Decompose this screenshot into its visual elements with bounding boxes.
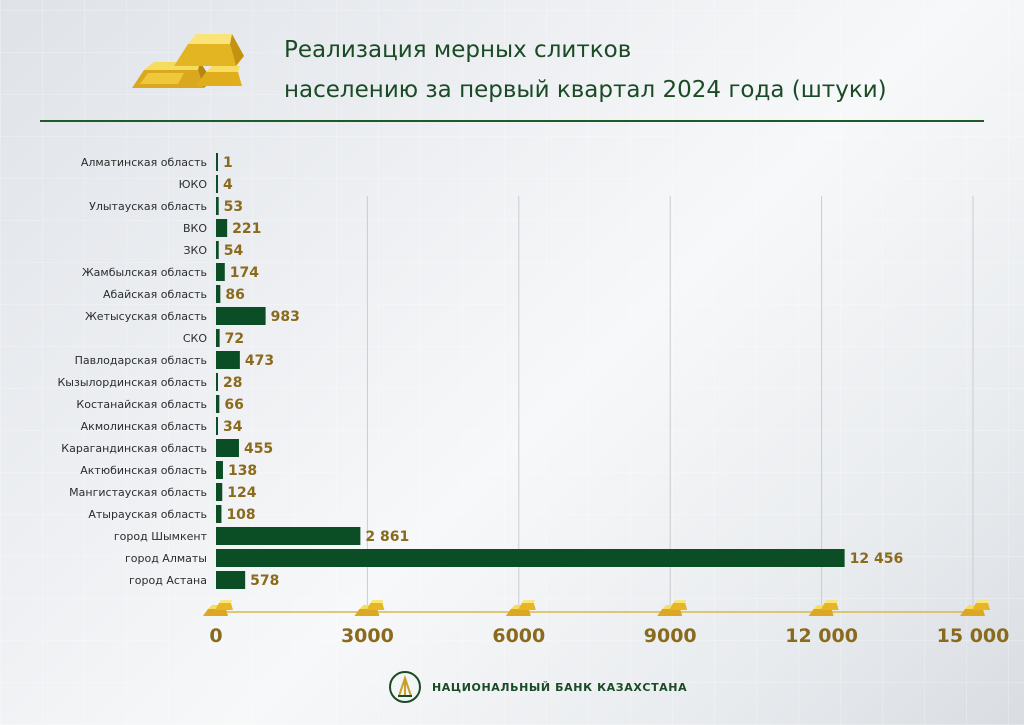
category-label: Костанайская область — [76, 398, 207, 411]
bar — [216, 241, 219, 259]
value-label: 2 861 — [365, 529, 409, 545]
gold-bars-icon — [132, 34, 244, 88]
category-label: Алматинская область — [81, 156, 207, 169]
value-label: 53 — [224, 199, 243, 215]
bar — [216, 527, 361, 545]
value-label: 473 — [245, 353, 274, 369]
value-label: 174 — [230, 265, 259, 281]
value-label: 66 — [224, 397, 243, 413]
gold-bar-icon — [960, 600, 990, 616]
chart-title-line-2: населению за первый квартал 2024 года (ш… — [284, 77, 887, 103]
category-label: Атырауская область — [88, 508, 207, 521]
value-label: 28 — [223, 375, 242, 391]
category-label: Кызылординская область — [58, 376, 208, 389]
value-label: 108 — [226, 507, 255, 523]
gold-bar-icon — [505, 600, 536, 616]
bar — [216, 285, 221, 303]
bar — [216, 395, 220, 413]
category-label: город Астана — [129, 574, 207, 587]
x-tick-label: 0 — [209, 625, 222, 647]
gold-bar-icon — [354, 600, 385, 616]
category-label: Мангистауская область — [69, 486, 207, 499]
category-label: Жетысуская область — [85, 310, 207, 323]
category-label: Актюбинская область — [80, 464, 207, 477]
x-tick-label: 15 000 — [937, 625, 1010, 647]
footer-bank-name: НАЦИОНАЛЬНЫЙ БАНК КАЗАХСТАНА — [432, 680, 688, 694]
category-label: Жамбылская область — [82, 266, 207, 279]
bar — [216, 329, 220, 347]
bar — [216, 153, 218, 171]
category-label: Акмолинская область — [81, 420, 207, 433]
bar — [216, 307, 266, 325]
x-tick-label: 9000 — [644, 625, 697, 647]
gold-bar-icon — [203, 600, 233, 616]
value-label: 221 — [232, 221, 261, 237]
value-label: 983 — [271, 309, 300, 325]
bar — [216, 263, 225, 281]
bar — [216, 439, 239, 457]
title-divider — [40, 120, 984, 122]
value-label: 54 — [224, 243, 244, 259]
bar — [216, 571, 246, 589]
footer: НАЦИОНАЛЬНЫЙ БАНК КАЗАХСТАНА — [388, 670, 687, 704]
bar — [216, 197, 219, 215]
category-label: Павлодарская область — [75, 354, 207, 367]
category-label: город Шымкент — [114, 530, 208, 543]
bar — [216, 549, 845, 567]
value-label: 12 456 — [850, 551, 904, 567]
category-label: город Алматы — [125, 552, 207, 565]
national-bank-emblem-icon — [389, 671, 421, 703]
x-tick-label: 12 000 — [785, 625, 858, 647]
bar — [216, 483, 223, 501]
category-label: ВКО — [183, 222, 207, 235]
value-label: 4 — [223, 177, 233, 193]
gold-bar-icon — [657, 600, 688, 616]
bar — [216, 351, 240, 369]
bar — [216, 219, 228, 237]
bar — [216, 461, 223, 479]
value-label: 86 — [225, 287, 244, 303]
gold-bar-icon — [808, 600, 839, 616]
category-label: Улытауская область — [89, 200, 207, 213]
category-label: ЮКО — [179, 178, 208, 191]
value-label: 34 — [223, 419, 243, 435]
value-label: 138 — [228, 463, 257, 479]
category-label: СКО — [183, 332, 207, 345]
bar — [216, 373, 218, 391]
value-label: 124 — [227, 485, 256, 501]
bar — [216, 505, 222, 523]
category-label: Карагандинская область — [61, 442, 207, 455]
bar — [216, 417, 218, 435]
bar — [216, 175, 218, 193]
value-label: 1 — [223, 155, 233, 171]
category-label: ЗКО — [183, 244, 207, 257]
x-tick-label: 3000 — [341, 625, 394, 647]
value-label: 72 — [225, 331, 244, 347]
category-label: Абайская область — [103, 288, 207, 301]
value-label: 455 — [244, 441, 273, 457]
value-label: 578 — [250, 573, 279, 589]
chart-title: Реализация мерных слитков населению за п… — [284, 30, 887, 110]
chart-title-line-1: Реализация мерных слитков — [284, 37, 632, 63]
x-tick-label: 6000 — [492, 625, 545, 647]
